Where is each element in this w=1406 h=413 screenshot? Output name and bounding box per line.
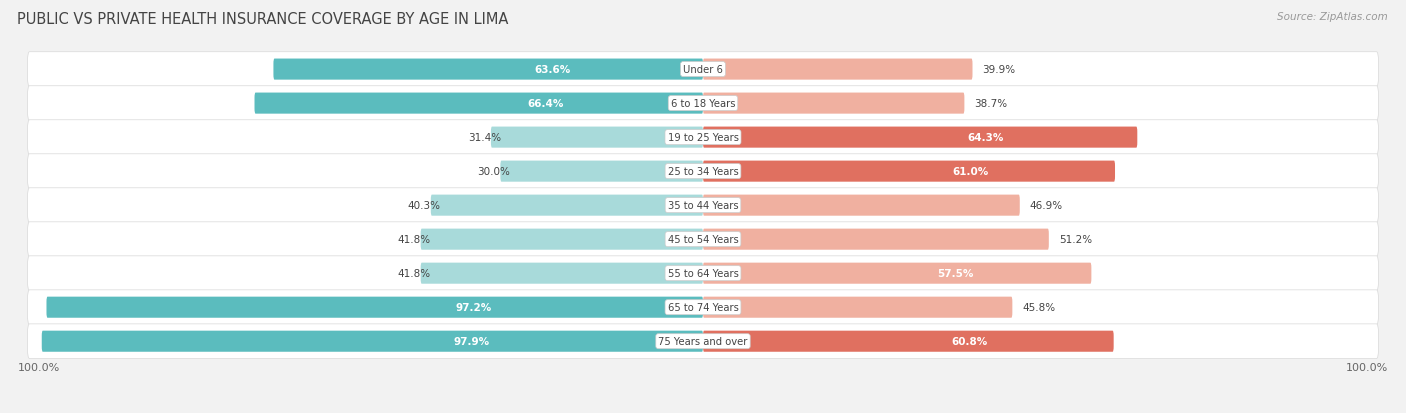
Text: 6 to 18 Years: 6 to 18 Years bbox=[671, 99, 735, 109]
FancyBboxPatch shape bbox=[703, 229, 1049, 250]
FancyBboxPatch shape bbox=[28, 324, 1378, 358]
Text: 55 to 64 Years: 55 to 64 Years bbox=[668, 268, 738, 278]
Text: 41.8%: 41.8% bbox=[398, 268, 430, 278]
FancyBboxPatch shape bbox=[703, 263, 1091, 284]
Text: Source: ZipAtlas.com: Source: ZipAtlas.com bbox=[1277, 12, 1388, 22]
FancyBboxPatch shape bbox=[703, 195, 1019, 216]
Text: 60.8%: 60.8% bbox=[952, 337, 988, 347]
Text: 51.2%: 51.2% bbox=[1059, 235, 1092, 244]
FancyBboxPatch shape bbox=[42, 331, 703, 352]
Text: 57.5%: 57.5% bbox=[938, 268, 973, 278]
Text: 61.0%: 61.0% bbox=[953, 167, 988, 177]
Text: 63.6%: 63.6% bbox=[534, 65, 571, 75]
FancyBboxPatch shape bbox=[703, 93, 965, 114]
FancyBboxPatch shape bbox=[501, 161, 703, 182]
FancyBboxPatch shape bbox=[420, 263, 703, 284]
FancyBboxPatch shape bbox=[28, 256, 1378, 291]
Text: 97.9%: 97.9% bbox=[454, 337, 489, 347]
Text: 64.3%: 64.3% bbox=[967, 133, 1004, 143]
Text: 38.7%: 38.7% bbox=[974, 99, 1008, 109]
Text: 66.4%: 66.4% bbox=[527, 99, 564, 109]
FancyBboxPatch shape bbox=[28, 154, 1378, 189]
FancyBboxPatch shape bbox=[273, 59, 703, 81]
Text: 30.0%: 30.0% bbox=[478, 167, 510, 177]
FancyBboxPatch shape bbox=[430, 195, 703, 216]
FancyBboxPatch shape bbox=[28, 188, 1378, 223]
Text: 100.0%: 100.0% bbox=[1347, 363, 1389, 373]
Text: Under 6: Under 6 bbox=[683, 65, 723, 75]
FancyBboxPatch shape bbox=[703, 59, 973, 81]
FancyBboxPatch shape bbox=[703, 161, 1115, 182]
Text: 45 to 54 Years: 45 to 54 Years bbox=[668, 235, 738, 244]
FancyBboxPatch shape bbox=[28, 222, 1378, 257]
Text: PUBLIC VS PRIVATE HEALTH INSURANCE COVERAGE BY AGE IN LIMA: PUBLIC VS PRIVATE HEALTH INSURANCE COVER… bbox=[17, 12, 508, 27]
Text: 25 to 34 Years: 25 to 34 Years bbox=[668, 167, 738, 177]
FancyBboxPatch shape bbox=[703, 297, 1012, 318]
FancyBboxPatch shape bbox=[28, 290, 1378, 325]
Text: 46.9%: 46.9% bbox=[1031, 201, 1063, 211]
FancyBboxPatch shape bbox=[28, 87, 1378, 121]
Text: 31.4%: 31.4% bbox=[468, 133, 501, 143]
Text: 40.3%: 40.3% bbox=[408, 201, 441, 211]
Text: 97.2%: 97.2% bbox=[456, 302, 491, 313]
Text: 75 Years and over: 75 Years and over bbox=[658, 337, 748, 347]
FancyBboxPatch shape bbox=[703, 331, 1114, 352]
Text: 35 to 44 Years: 35 to 44 Years bbox=[668, 201, 738, 211]
Text: 45.8%: 45.8% bbox=[1022, 302, 1056, 313]
Text: 19 to 25 Years: 19 to 25 Years bbox=[668, 133, 738, 143]
Text: 41.8%: 41.8% bbox=[398, 235, 430, 244]
FancyBboxPatch shape bbox=[28, 52, 1378, 87]
FancyBboxPatch shape bbox=[703, 127, 1137, 148]
FancyBboxPatch shape bbox=[491, 127, 703, 148]
Text: 39.9%: 39.9% bbox=[983, 65, 1015, 75]
FancyBboxPatch shape bbox=[420, 229, 703, 250]
Text: 65 to 74 Years: 65 to 74 Years bbox=[668, 302, 738, 313]
FancyBboxPatch shape bbox=[254, 93, 703, 114]
Text: 100.0%: 100.0% bbox=[17, 363, 59, 373]
FancyBboxPatch shape bbox=[46, 297, 703, 318]
FancyBboxPatch shape bbox=[28, 121, 1378, 155]
